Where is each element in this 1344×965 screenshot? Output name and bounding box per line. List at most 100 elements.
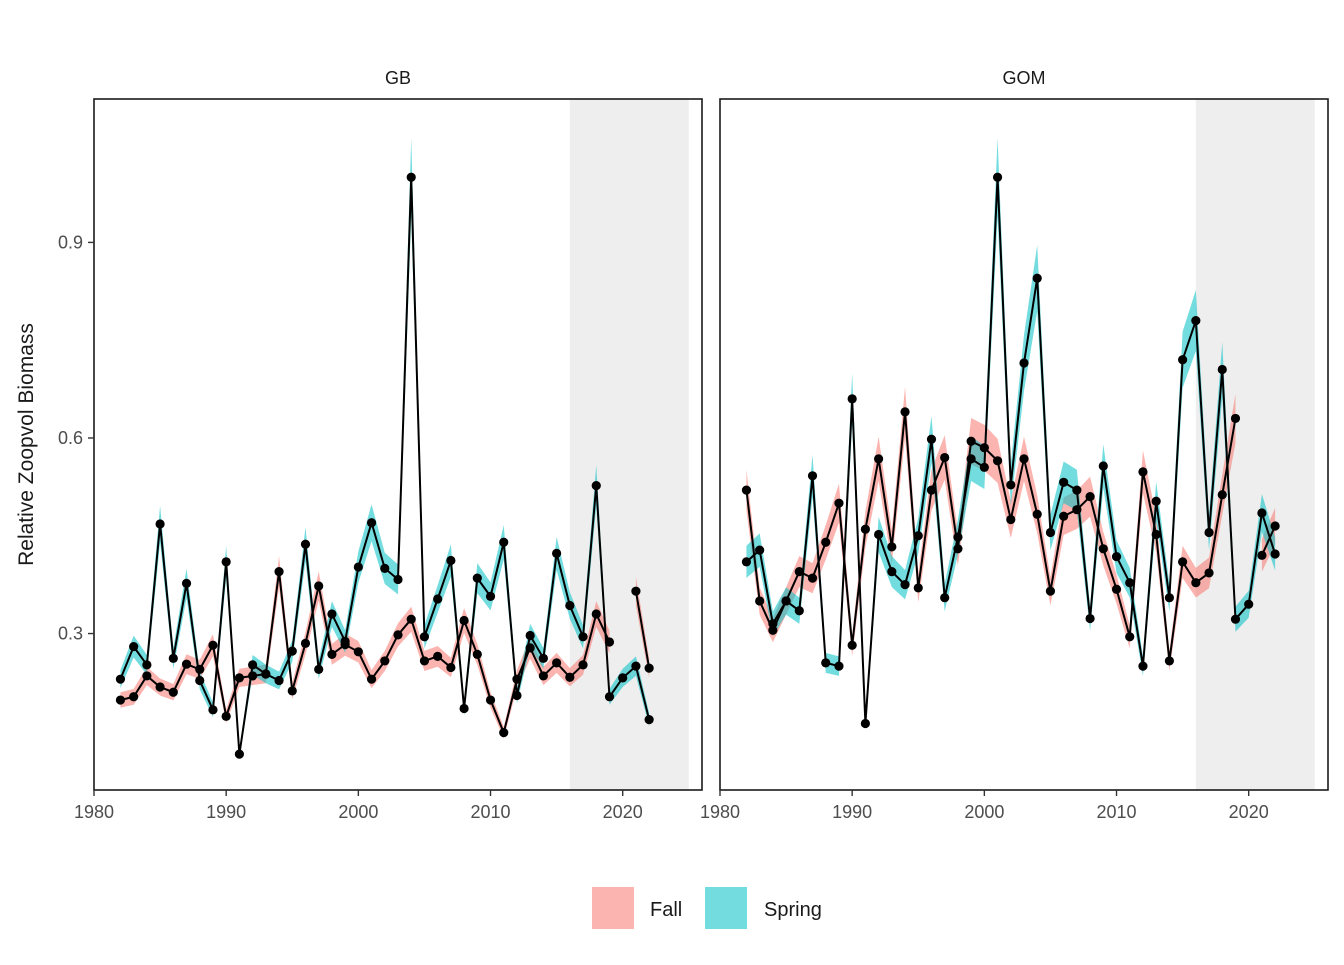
data-point-fall [485,695,496,705]
data-point-spring [1217,364,1227,375]
data-point-spring [181,578,192,588]
ribbon-fall [120,556,610,739]
series-line-fall [634,591,651,669]
data-point-spring [234,749,244,759]
data-point-spring [459,703,469,714]
legend-label-fall: Fall [650,899,682,921]
data-point-spring [644,714,654,725]
data-point-spring [1072,485,1082,495]
data-point-fall [591,609,601,619]
data-point-fall [940,452,950,463]
data-point-spring [195,675,205,686]
data-point-spring [847,394,857,404]
x-tick-label: 2000 [964,802,1004,822]
data-point-fall [274,567,284,577]
data-point-fall [1059,511,1069,521]
data-point-spring [1006,480,1016,490]
data-point-spring [1191,316,1201,326]
x-tick-label: 2010 [1096,802,1136,822]
data-point-spring [287,646,297,656]
data-point-spring [1257,508,1267,518]
data-point-spring [821,658,831,668]
data-point-spring [591,480,601,491]
data-point-spring [1032,273,1042,283]
data-point-spring [834,661,844,671]
data-point-fall [300,638,311,648]
data-point-spring [1125,578,1135,588]
data-point-fall [644,663,654,673]
data-point-spring [115,674,126,684]
data-point-fall [406,614,416,624]
data-point-spring [446,555,456,566]
data-point-spring [353,562,363,572]
data-point-fall [552,658,562,668]
data-point-spring [631,661,641,671]
data-point-fall [807,573,818,583]
data-point-spring [472,573,482,583]
data-point-spring [300,539,311,549]
data-point-spring [794,606,804,616]
data-point-spring [406,172,416,182]
data-point-fall [821,537,831,547]
data-point-spring [129,641,139,652]
data-point-spring [913,531,923,541]
data-point-spring [1045,527,1056,538]
data-point-fall [992,456,1003,466]
data-point-fall [834,498,844,508]
data-point-spring [419,632,430,642]
data-point-fall [1270,521,1280,531]
data-point-spring [366,518,377,528]
data-point-fall [847,640,857,650]
data-point-fall [1217,490,1227,500]
y-axis-title: Relative Zoopvol Biomass [15,323,38,566]
data-point-spring [1230,614,1241,624]
series-line-fall [1261,525,1277,556]
data-point-spring [340,636,350,646]
data-point-fall [755,596,765,606]
data-point-fall [874,454,884,464]
data-point-spring [1270,549,1280,559]
panel-gom: GOM 1980 1990 2000 2010 2020 [700,68,1329,822]
panel-border [93,98,703,791]
data-point-spring [578,632,588,642]
data-point-spring [142,660,152,670]
data-point-spring [1164,593,1174,603]
data-point-spring [940,593,950,603]
data-point-fall [1085,492,1095,502]
data-point-fall [499,728,509,738]
data-point-fall [926,485,937,495]
legend-label-spring: Spring [764,899,822,921]
data-point-spring [433,594,443,604]
data-point-fall [446,662,456,673]
data-point-fall [741,485,752,495]
data-point-fall [248,671,258,681]
data-point-fall [353,647,363,657]
data-point-spring [900,580,910,590]
data-point-fall [1125,632,1135,642]
data-point-fall [1006,514,1016,525]
data-point-spring [1098,461,1108,471]
data-point-fall [768,625,778,635]
panel-title: GOM [1003,68,1046,88]
data-point-spring [512,690,522,701]
x-tick-label: 1980 [74,802,114,822]
x-tick-label: 1990 [832,802,872,822]
legend: Fall Spring [592,887,822,929]
data-point-fall [393,630,403,640]
data-point-spring [874,529,884,540]
data-point-spring [1085,613,1095,624]
data-point-fall [459,615,469,626]
data-point-spring [155,519,165,529]
data-point-fall [1178,557,1188,567]
data-point-spring [768,619,778,629]
data-point-fall [419,656,430,666]
data-point-spring [1111,552,1122,562]
data-point-fall [1019,454,1029,464]
data-point-fall [538,671,548,681]
data-point-fall [860,524,870,534]
data-point-spring [1204,527,1214,538]
data-point-spring [538,653,548,663]
data-point-spring [1019,358,1029,368]
